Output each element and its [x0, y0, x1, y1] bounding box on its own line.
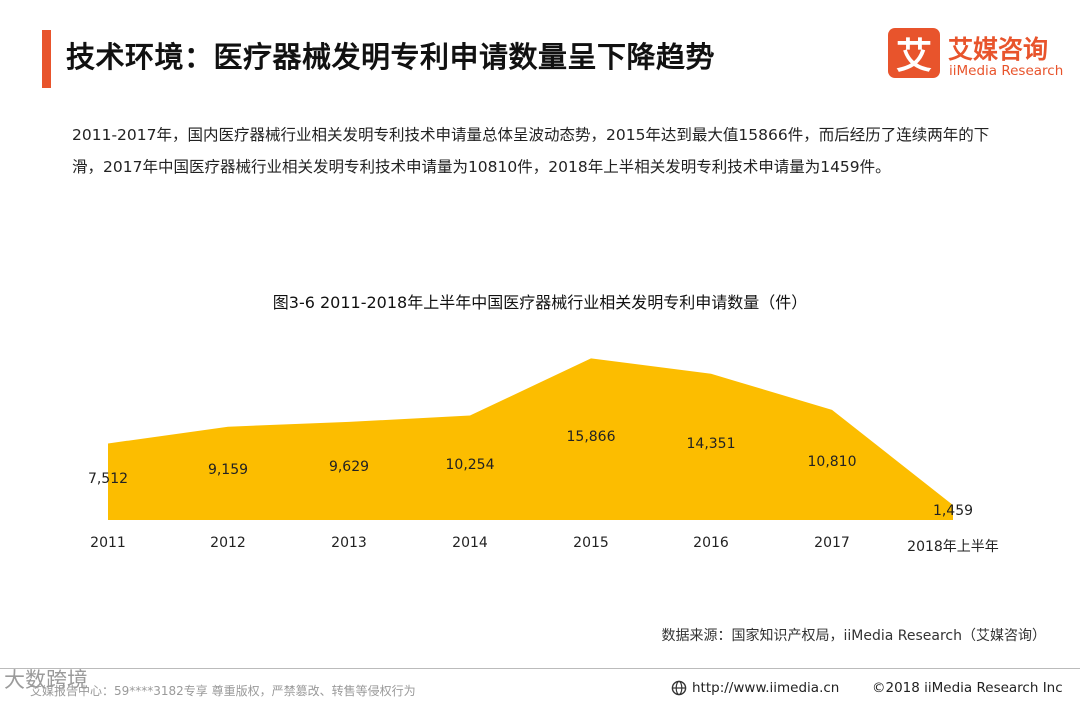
x-tick-label: 2014	[452, 535, 488, 551]
logo-name-en: iiMedia Research	[949, 63, 1064, 79]
footer-divider	[0, 668, 1080, 669]
x-tick-label: 2016	[693, 535, 729, 551]
globe-icon	[671, 680, 687, 696]
x-tick-label: 2015	[573, 535, 609, 551]
x-tick-label: 2012	[210, 535, 246, 551]
data-label: 10,254	[446, 457, 495, 473]
logo-mark: 艾	[888, 28, 940, 78]
data-source: 数据来源：国家知识产权局，iiMedia Research（艾媒咨询）	[661, 628, 1047, 644]
data-label: 7,512	[88, 471, 128, 487]
data-label: 9,159	[208, 462, 248, 478]
title-accent-bar	[42, 30, 51, 88]
data-label: 1,459	[933, 503, 973, 519]
watermark: 大数跨境	[4, 668, 88, 692]
data-label: 15,866	[567, 429, 616, 445]
chart-title: 图3-6 2011-2018年上半年中国医疗器械行业相关发明专利申请数量（件）	[272, 293, 808, 312]
iimedia-logo: 艾 艾媒咨询 iiMedia Research	[888, 28, 1068, 84]
data-label: 14,351	[687, 436, 736, 452]
x-tick-label: 2018年上半年	[907, 539, 999, 555]
x-tick-label: 2011	[90, 535, 126, 551]
data-label: 9,629	[329, 459, 369, 475]
data-label: 10,810	[808, 454, 857, 470]
logo-name-cn: 艾媒咨询	[948, 35, 1049, 64]
page-title: 技术环境：医疗器械发明专利申请数量呈下降趋势	[66, 40, 716, 74]
website-link[interactable]: http://www.iimedia.cn	[692, 680, 840, 696]
x-tick-label: 2017	[814, 535, 850, 551]
copyright: ©2018 iiMedia Research Inc	[872, 680, 1063, 696]
summary-paragraph: 2011-2017年，国内医疗器械行业相关发明专利技术申请量总体呈波动态势，20…	[72, 126, 990, 176]
x-tick-label: 2013	[331, 535, 367, 551]
copyright-notice: 艾媒报告中心：59****3182专享 尊重版权，严禁篡改、转售等侵权行为	[30, 684, 416, 698]
area-series	[108, 358, 953, 520]
